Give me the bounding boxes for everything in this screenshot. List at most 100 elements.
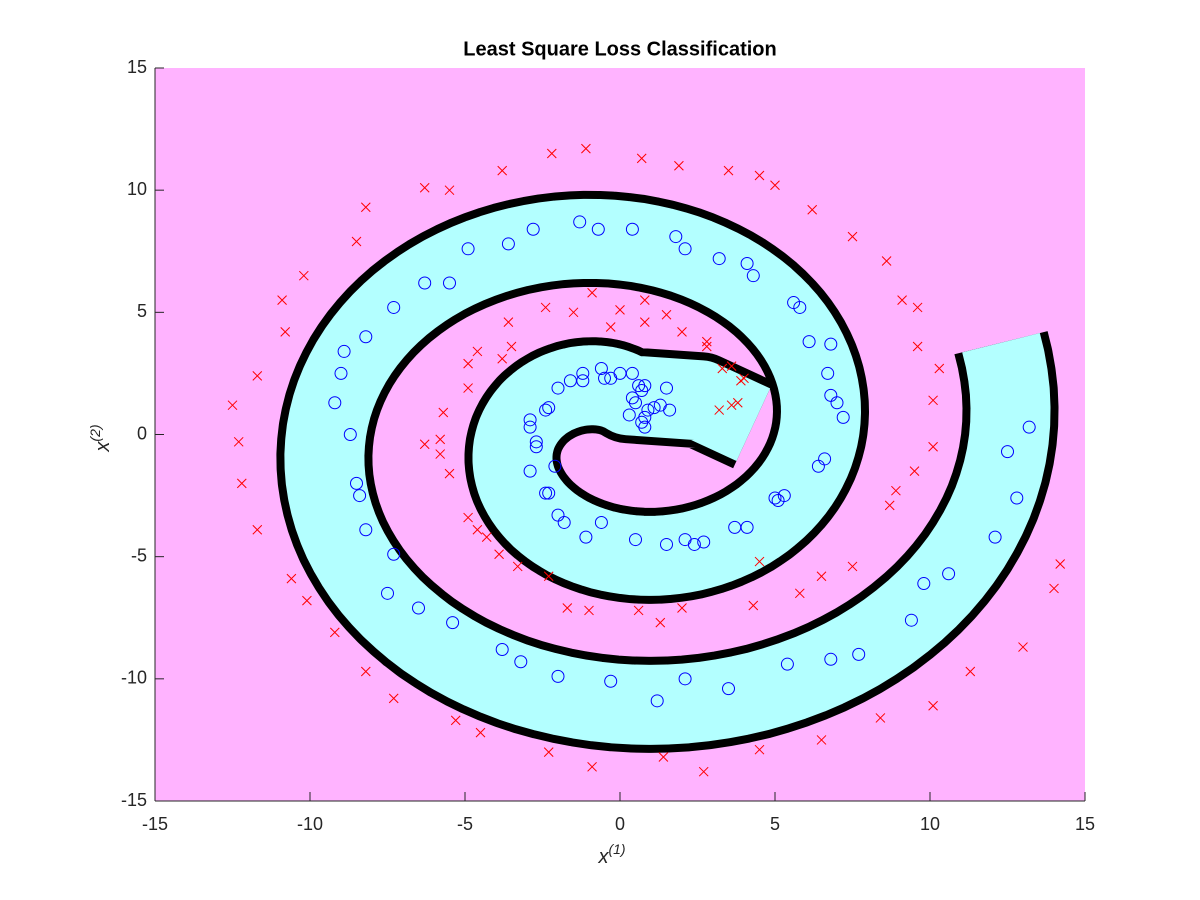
data-point	[529, 435, 543, 449]
data-point	[633, 605, 644, 616]
data-point	[677, 603, 687, 613]
data-point	[942, 567, 956, 581]
data-point	[495, 643, 509, 657]
data-point	[697, 535, 711, 549]
data-point	[227, 400, 238, 411]
data-point	[543, 571, 554, 582]
data-point	[818, 452, 832, 466]
data-point	[723, 165, 734, 176]
data-point	[497, 353, 508, 364]
data-point	[847, 561, 858, 572]
data-point	[419, 439, 430, 450]
y-tick-label: -10	[121, 668, 147, 688]
data-point	[793, 300, 807, 314]
data-point	[546, 148, 557, 159]
data-point	[581, 143, 591, 154]
data-point	[450, 715, 461, 726]
data-point	[359, 330, 373, 344]
data-point	[698, 766, 709, 777]
data-point	[714, 405, 725, 415]
x-tick-label: 5	[770, 814, 780, 834]
y-tick-label: 10	[127, 179, 147, 199]
x-axis-label-sup: (1)	[608, 841, 625, 857]
data-point	[562, 603, 573, 613]
data-point	[770, 180, 780, 191]
data-point	[252, 524, 263, 535]
data-point	[419, 182, 430, 193]
data-point	[503, 317, 514, 327]
data-point	[622, 408, 636, 422]
data-point	[701, 336, 712, 347]
data-point	[542, 401, 556, 415]
data-point	[663, 403, 677, 417]
x-tick-label: 10	[920, 814, 940, 834]
data-point	[768, 491, 782, 505]
data-point	[740, 256, 754, 270]
data-point	[687, 537, 701, 551]
data-point	[605, 322, 616, 332]
data-point	[897, 295, 907, 305]
chart-title: Least Square Loss Classification	[463, 38, 776, 60]
data-point	[418, 276, 432, 290]
data-point	[754, 744, 765, 755]
data-point	[412, 601, 425, 615]
data-point	[337, 344, 351, 358]
data-point	[604, 674, 618, 688]
data-point	[629, 533, 642, 547]
data-point	[573, 215, 587, 229]
data-point	[722, 682, 735, 696]
data-point	[678, 672, 692, 686]
data-point	[481, 532, 492, 542]
data-point	[677, 327, 687, 337]
data-point	[726, 361, 737, 371]
data-point	[435, 434, 446, 445]
data-point	[1010, 491, 1024, 505]
data-point	[360, 666, 371, 677]
data-point	[615, 305, 625, 315]
data-point	[678, 242, 692, 256]
data-point	[635, 415, 649, 429]
data-point	[526, 222, 540, 236]
x-tick-label: -5	[457, 814, 473, 834]
data-point	[912, 302, 923, 313]
data-point	[830, 396, 844, 410]
data-point	[824, 652, 838, 666]
data-point	[233, 436, 244, 447]
data-point	[1049, 583, 1059, 594]
data-point	[494, 549, 504, 560]
data-point	[816, 571, 827, 582]
data-point	[1022, 420, 1036, 434]
data-point	[802, 335, 816, 349]
data-point	[328, 396, 342, 410]
data-point	[658, 752, 669, 762]
data-point	[917, 577, 931, 591]
x-tick-label: 15	[1075, 814, 1095, 834]
y-tick-label: 0	[137, 423, 147, 443]
data-point	[591, 222, 605, 236]
data-point	[523, 413, 537, 427]
data-point	[343, 428, 357, 441]
data-point	[912, 341, 923, 352]
y-axis-label-main: x	[92, 441, 114, 453]
data-point	[904, 613, 918, 627]
data-point	[472, 524, 483, 535]
data-point	[501, 237, 515, 251]
data-point	[298, 270, 309, 281]
data-point	[875, 713, 886, 723]
x-tick-label: -15	[142, 814, 168, 834]
data-point	[598, 371, 611, 385]
data-point	[821, 366, 835, 380]
data-point	[660, 537, 673, 551]
data-point	[568, 307, 579, 318]
data-point	[463, 383, 473, 393]
data-point	[563, 374, 577, 388]
data-point	[660, 381, 673, 395]
data-point	[579, 530, 593, 544]
data-point	[584, 605, 594, 616]
data-point	[443, 276, 456, 290]
data-point	[444, 468, 455, 479]
positive-region	[284, 198, 1051, 745]
data-point	[587, 761, 597, 772]
data-point	[641, 403, 655, 417]
data-point	[551, 669, 565, 683]
